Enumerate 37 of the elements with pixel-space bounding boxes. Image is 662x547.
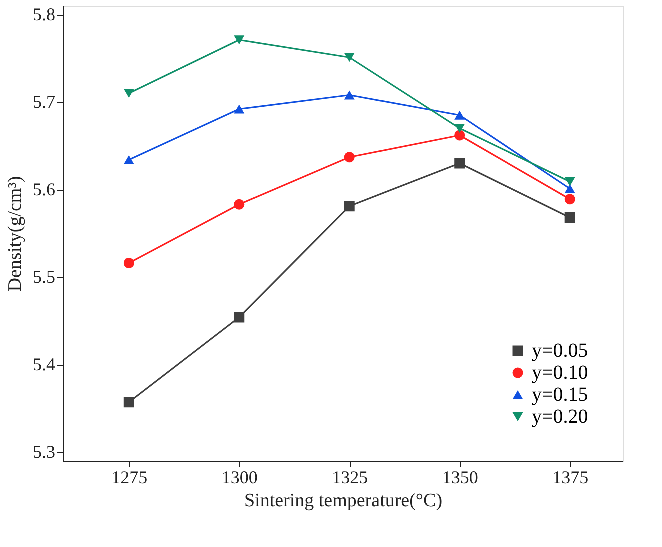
y-tick-label: 5.4 — [33, 354, 56, 374]
point — [124, 88, 134, 98]
point — [564, 212, 576, 223]
x-tick-label: 1300 — [222, 468, 258, 488]
point — [344, 53, 355, 62]
x-axis-title: Sintering temperature(°C) — [244, 490, 443, 512]
legend-label: y=0.15 — [532, 384, 588, 406]
y-tick-label: 5.7 — [33, 92, 56, 112]
x-tick-label: 1275 — [112, 468, 148, 488]
point — [124, 258, 134, 268]
legend-label: y=0.10 — [532, 362, 588, 384]
y-tick-label: 5.3 — [33, 442, 56, 462]
point — [234, 36, 245, 45]
legend-label: y=0.20 — [532, 406, 588, 428]
point — [234, 104, 245, 114]
x-tick-label: 1350 — [442, 468, 478, 488]
point — [564, 184, 576, 194]
y-tick-label: 5.5 — [33, 266, 56, 287]
y-tick-label: 5.6 — [33, 179, 56, 200]
point — [344, 201, 355, 212]
y-tick-label: 5.8 — [33, 4, 56, 24]
x-tick-label: 1375 — [552, 468, 589, 488]
point — [344, 90, 355, 100]
point — [454, 110, 466, 120]
point — [454, 158, 466, 169]
legend-label: y=0.05 — [532, 340, 588, 362]
point — [124, 397, 134, 408]
point — [124, 155, 134, 165]
point — [234, 312, 245, 323]
point — [454, 124, 466, 134]
point — [454, 130, 466, 141]
y-axis-title: Density(g/cm³) — [5, 176, 26, 292]
x-tick-label: 1325 — [332, 468, 368, 488]
point — [564, 177, 576, 186]
point — [564, 194, 576, 205]
point — [344, 152, 355, 163]
point — [234, 199, 245, 210]
